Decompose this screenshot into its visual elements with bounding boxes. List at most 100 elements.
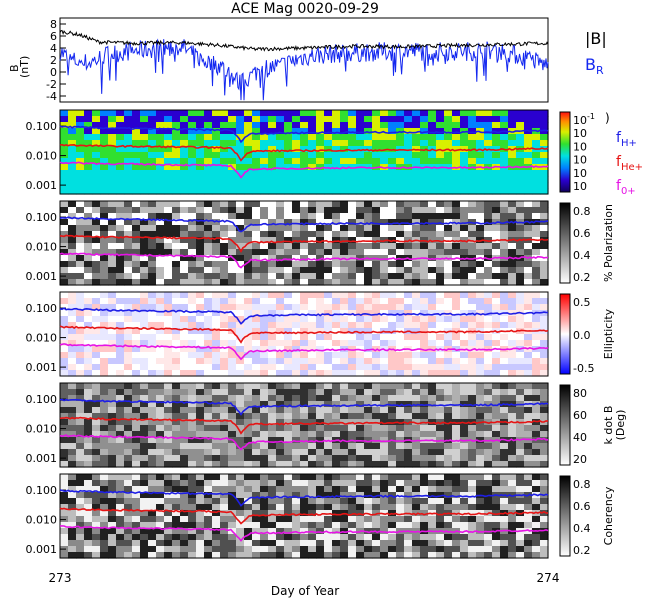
spectrogram-cell [268,437,277,444]
spectrogram-cell [396,219,405,226]
spectrogram-cell [348,231,357,238]
spectrogram-cell [412,128,421,135]
spectrogram-cell [132,370,141,377]
spectrogram-cell [324,383,333,390]
spectrogram-cell [308,279,317,286]
spectrogram-cell [332,170,341,177]
spectrogram-cell [276,176,285,183]
spectrogram-cell [260,346,269,353]
spectrogram-cell [372,316,381,323]
spectrogram-cell [188,140,197,147]
spectrogram-cell [364,237,373,244]
spectrogram-cell [164,207,173,214]
spectrogram-cell [316,498,325,505]
spectrogram-cell [236,201,245,208]
spectrogram-cell [68,443,77,450]
spectrogram-cell [108,352,117,359]
spectrogram-cell [84,207,93,214]
spectrogram-cell [324,419,333,426]
spectrogram-cell [516,158,525,165]
spectrogram-cell [324,310,333,317]
spectrogram-cell [404,449,413,456]
spectrogram-cell [308,431,317,438]
spectrogram-cell [468,425,477,432]
spectrogram-cell [348,522,357,529]
spectrogram-cell [228,383,237,390]
spectrogram-cell [284,486,293,493]
freq-tick-label: 0.100 [26,484,58,497]
spectrogram-cell [476,407,485,414]
spectrogram-cell [228,552,237,559]
spectrogram-cell [260,249,269,256]
spectrogram-cell [188,358,197,365]
spectrogram-cell [204,188,213,195]
spectrogram-cell [180,134,189,141]
spectrogram-cell [132,425,141,432]
spectrogram-cell [484,401,493,408]
spectrogram-cell [68,164,77,171]
spectrogram-cell [348,213,357,220]
spectrogram-cell [268,461,277,468]
spectrogram-cell [492,158,501,165]
spectrogram-cell [428,158,437,165]
spectrogram-cell [444,498,453,505]
spectrogram-cell [60,188,69,195]
spectrogram-cell [284,158,293,165]
spectrogram-cell [188,516,197,523]
spectrogram-cell [412,304,421,311]
spectrogram-cell [396,492,405,499]
spectrogram-cell [324,201,333,208]
spectrogram-cell [380,486,389,493]
spectrogram-cell [100,110,109,117]
spectrogram-cell [108,298,117,305]
spectrogram-cell [372,413,381,420]
spectrogram-cell [244,322,253,329]
spectrogram-cell [532,170,541,177]
spectrogram-cell [268,298,277,305]
spectrogram-cell [156,431,165,438]
spectrogram-cell [92,152,101,159]
spectrogram-cell [124,249,133,256]
spectrogram-cell [228,534,237,541]
spectrogram-cell [468,213,477,220]
spectrogram-cell [532,316,541,323]
spectrogram-cell [148,304,157,311]
spectrogram-cell [172,279,181,286]
spectrogram-cell [196,261,205,268]
spectrogram-cell [452,383,461,390]
spectrogram-cell [300,431,309,438]
spectrogram-cell [132,164,141,171]
spectrogram-cell [84,158,93,165]
spectrogram-cell [428,201,437,208]
spectrogram-cell [140,552,149,559]
spectrogram-cell [356,237,365,244]
spectrogram-cell [516,352,525,359]
spectrogram-cell [388,140,397,147]
spectrogram-cell [436,201,445,208]
spectrogram-cell [404,170,413,177]
spectrogram-cell [364,158,373,165]
spectrogram-cell [276,140,285,147]
spectrogram-cell [268,364,277,371]
spectrogram-cell [252,164,261,171]
spectrogram-cell [84,176,93,183]
spectrogram-cell [468,461,477,468]
spectrogram-cell [76,279,85,286]
spectrogram-cell [92,273,101,280]
spectrogram-cell [388,443,397,450]
spectrogram-cell [428,110,437,117]
spectrogram-cell [140,170,149,177]
spectrogram-cell [84,292,93,299]
spectrogram-cell [388,401,397,408]
spectrogram-cell [484,316,493,323]
spectrogram-cell [476,443,485,450]
spectrogram-cell [516,267,525,274]
spectrogram-cell [284,140,293,147]
spectrogram-cell [340,443,349,450]
spectrogram-cell [236,255,245,262]
spectrogram-cell [388,201,397,208]
spectrogram-cell [444,461,453,468]
spectrogram-cell [444,164,453,171]
spectrogram-cell [524,546,533,553]
spectrogram-cell [308,449,317,456]
